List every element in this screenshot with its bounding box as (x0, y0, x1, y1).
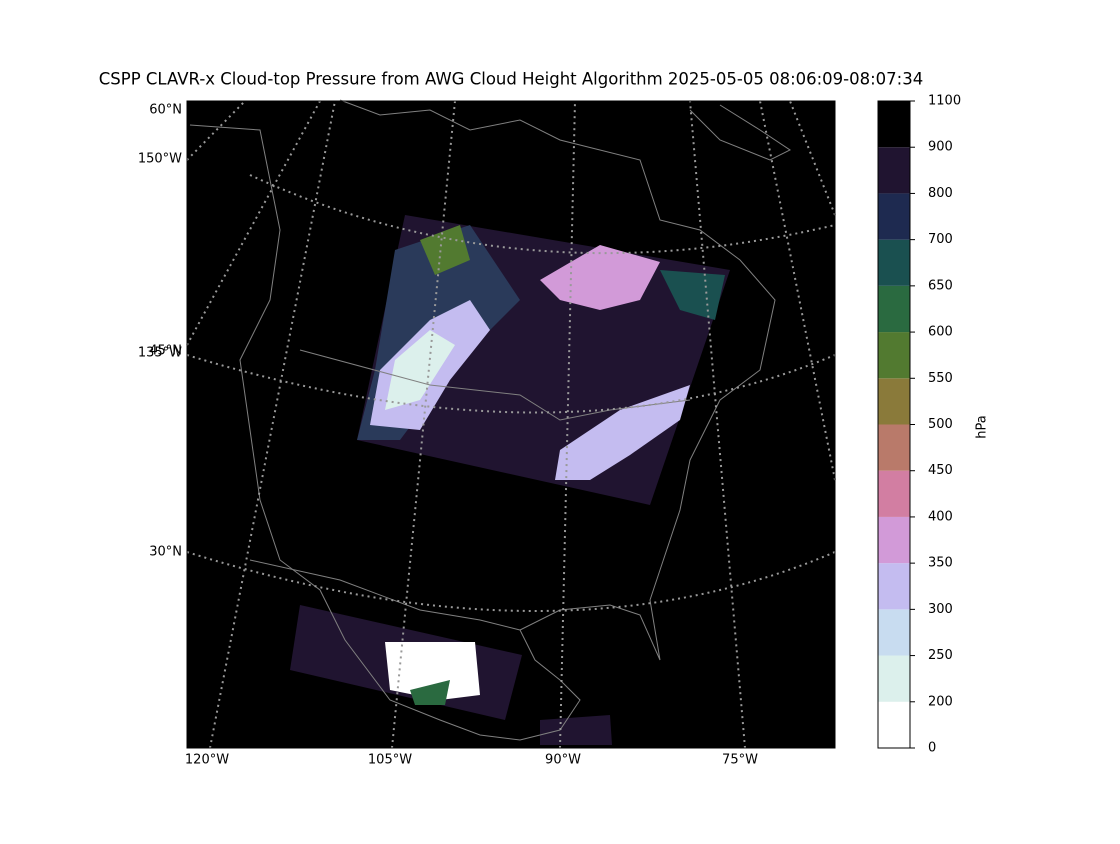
colorbar-tick-label: 550 (928, 371, 953, 386)
graticule (759, 100, 836, 481)
colorbar-label: hPa (975, 415, 990, 438)
colorbar-segment (878, 470, 910, 517)
cloud-region (420, 225, 470, 275)
cloud-region (660, 270, 725, 320)
cloud-region (385, 642, 480, 700)
graticule (186, 100, 246, 161)
lon-label: 105°W (368, 753, 412, 768)
colorbar-tick-label: 400 (928, 509, 953, 524)
colorbar-segment (878, 101, 910, 148)
border (249, 559, 521, 631)
colorbar-segment (878, 609, 910, 656)
colorbar-tick-label: 300 (928, 602, 953, 617)
graticule (689, 100, 746, 749)
lat-label: 30°N (149, 545, 182, 560)
lon-label: 135°W (138, 346, 182, 361)
colorbar-segment (878, 516, 910, 564)
colorbar-tick-label: 900 (928, 140, 953, 155)
coastline (189, 99, 776, 741)
cloud-region (540, 715, 612, 745)
colorbar-segment (878, 332, 910, 379)
colorbar-tick-label: 1100 (928, 94, 961, 109)
colorbar-segment (878, 285, 910, 333)
lon-label: 150°W (138, 152, 182, 167)
colorbar-segment (878, 655, 910, 702)
cloud-region (410, 680, 450, 705)
colorbar-tick-label: 500 (928, 417, 953, 432)
graticule (209, 100, 336, 749)
lon-label: 90°W (545, 753, 581, 768)
title: CSPP CLAVR-x Cloud-top Pressure from AWG… (99, 70, 923, 89)
colorbar-segment (878, 563, 910, 610)
graticule (186, 551, 836, 612)
colorbar-tick-label: 350 (928, 556, 953, 571)
colorbar-segment (878, 147, 910, 194)
graticule (186, 100, 321, 346)
lat-label: 45°N (149, 344, 182, 359)
cloud-region (555, 385, 690, 480)
colorbar-segment (878, 424, 910, 471)
colorbar-tick-label: 250 (928, 648, 953, 663)
colorbar-tick-label: 600 (928, 325, 953, 340)
coastline (689, 104, 791, 161)
colorbar-segment (878, 378, 910, 425)
colorbar-segment (878, 193, 910, 240)
graticule (789, 100, 836, 216)
cloud-region (540, 245, 660, 310)
graticule (186, 354, 836, 414)
colorbar-tick-label: 200 (928, 694, 953, 709)
map (186, 99, 836, 749)
colorbar-tick-label: 800 (928, 186, 953, 201)
graticule (391, 100, 456, 749)
colorbar-tick-label: 0 (928, 741, 936, 756)
colorbar-tick-label: 650 (928, 278, 953, 293)
lon-label: 120°W (185, 753, 229, 768)
colorbar-tick-label: 450 (928, 463, 953, 478)
colorbar-segment (878, 701, 910, 748)
lat-label: 60°N (149, 103, 182, 118)
map-frame (186, 100, 836, 749)
cloud-region (385, 330, 455, 410)
lon-label: 75°W (722, 753, 758, 768)
border (299, 349, 691, 421)
colorbar-tick-label: 700 (928, 232, 953, 247)
colorbar-segment (878, 239, 910, 286)
